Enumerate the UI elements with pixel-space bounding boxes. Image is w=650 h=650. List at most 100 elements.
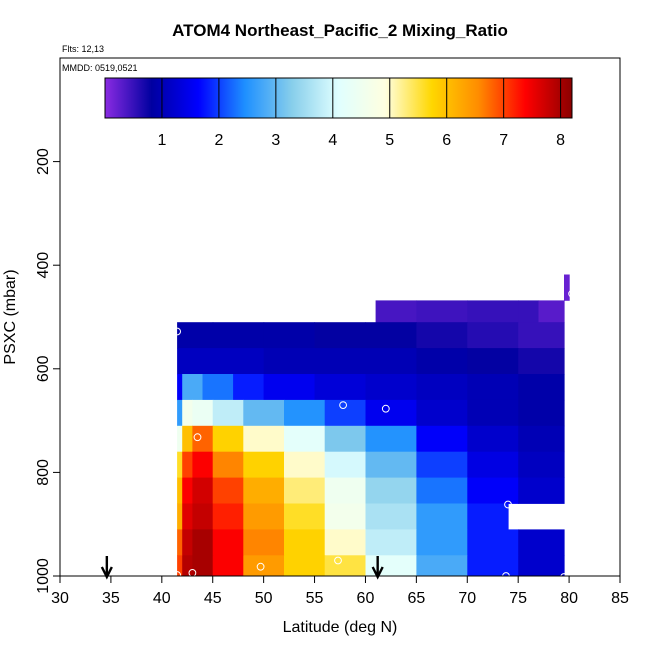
sample-point — [173, 327, 182, 336]
x-tick-label: 55 — [306, 590, 324, 607]
x-axis: 30 35 40 45 50 55 60 65 70 75 80 85 — [51, 576, 629, 607]
heatmap-cell — [243, 399, 285, 427]
heatmap-cell — [324, 399, 366, 427]
heatmap-cell — [365, 555, 417, 577]
heatmap-cell — [416, 477, 468, 504]
y-tick-label: 400 — [35, 252, 52, 279]
heatmap-cell — [518, 399, 565, 427]
heatmap-cell — [284, 503, 326, 530]
arrow-markers — [100, 556, 384, 580]
heatmap-cell — [192, 503, 214, 530]
heatmap-cell — [192, 555, 214, 577]
heatmap-cell — [212, 322, 265, 349]
x-tick-label: 60 — [357, 590, 375, 607]
sample-point — [568, 289, 576, 298]
x-tick-label: 85 — [611, 590, 629, 607]
heatmap-cell — [467, 503, 509, 530]
heatmap-cell — [416, 503, 468, 530]
heatmap-cell — [263, 374, 316, 401]
heatmap-cell — [182, 399, 193, 427]
heatmap-cell — [233, 374, 265, 401]
heatmap-cell — [182, 555, 193, 577]
heatmap-cell — [177, 477, 183, 504]
heatmap-cell — [314, 374, 366, 401]
heatmap-cell — [518, 425, 565, 453]
x-tick-label: 75 — [509, 590, 527, 607]
heatmap-cell — [212, 477, 244, 504]
heatmap-cell — [518, 477, 565, 504]
heatmap-cell — [212, 555, 244, 577]
heatmap-cell — [182, 503, 193, 530]
heatmap-cell — [314, 322, 366, 349]
x-tick-label: 35 — [102, 590, 120, 607]
heatmap-cell — [467, 374, 519, 401]
colorbar: 1 2 3 4 5 6 7 8 — [104, 77, 573, 149]
heatmap-cell — [467, 529, 519, 556]
heatmap-cell — [212, 529, 244, 556]
down-arrow-icon — [100, 556, 113, 580]
heatmap-cell — [365, 529, 417, 556]
sample-point — [504, 500, 512, 509]
heatmap-cell — [182, 425, 193, 453]
heatmap-cell — [284, 451, 326, 478]
heatmap-cell — [467, 322, 519, 349]
heatmap-cell — [192, 477, 214, 504]
heatmap-cell — [243, 529, 285, 556]
heatmap-cell — [284, 555, 326, 577]
colorbar-tick-label: 6 — [442, 132, 451, 149]
sample-point — [334, 556, 342, 565]
y-tick-label: 600 — [35, 355, 52, 382]
heatmap-cell — [518, 555, 565, 577]
heatmap-cell — [365, 348, 417, 375]
heatmap-cell — [365, 477, 417, 504]
heatmap-cell — [518, 300, 540, 323]
heatmap-cell — [416, 300, 468, 323]
heatmap-cell — [177, 451, 183, 478]
heatmap-cell — [416, 529, 468, 556]
sample-point — [173, 571, 182, 579]
heatmap-cell — [177, 348, 214, 375]
heatmap-cell — [365, 451, 417, 478]
heatmap-cell — [212, 399, 244, 427]
heatmap-cell — [467, 477, 519, 504]
heatmap-cell — [177, 555, 183, 577]
plot-frame — [59, 57, 621, 577]
heatmap-cell — [202, 374, 234, 401]
heatmap-cell — [416, 555, 468, 577]
colorbar-tick-label: 7 — [499, 132, 508, 149]
sample-point — [381, 404, 390, 413]
heatmap-cell — [324, 555, 366, 577]
y-tick-label: 1000 — [35, 558, 52, 594]
down-arrow-icon — [371, 556, 384, 580]
heatmap-cell — [243, 451, 285, 478]
colorbar-tick-label: 2 — [214, 132, 223, 149]
heatmap-cell — [212, 425, 244, 453]
heatmap-cell — [177, 503, 183, 530]
y-tick-label: 800 — [35, 459, 52, 486]
sample-point — [339, 401, 348, 410]
heatmap-cell — [212, 503, 244, 530]
heatmap-cell — [177, 322, 214, 349]
heatmap-cell — [284, 425, 326, 453]
heatmap-cell — [416, 451, 468, 478]
heatmap-cell — [324, 451, 366, 478]
heatmap-cell — [416, 399, 468, 427]
x-tick-label: 65 — [407, 590, 425, 607]
sample-points — [173, 289, 576, 581]
heatmap-cell — [284, 529, 326, 556]
heatmap-cell — [518, 529, 565, 556]
heatmap-cell — [177, 399, 183, 427]
flights-label: Flts: 12,13 — [62, 44, 104, 54]
sample-point — [193, 433, 202, 442]
heatmap-cell — [192, 425, 214, 453]
heatmap-cell — [263, 322, 316, 349]
heatmap-cell — [467, 300, 519, 323]
x-tick-label: 45 — [204, 590, 222, 607]
heatmap-cell — [518, 348, 565, 375]
colorbar-tick-label: 1 — [157, 132, 166, 149]
heatmap-cell — [467, 425, 519, 453]
heatmap-cell — [182, 451, 193, 478]
heatmap-cell — [416, 348, 468, 375]
colorbar-tick-label: 4 — [328, 132, 337, 149]
